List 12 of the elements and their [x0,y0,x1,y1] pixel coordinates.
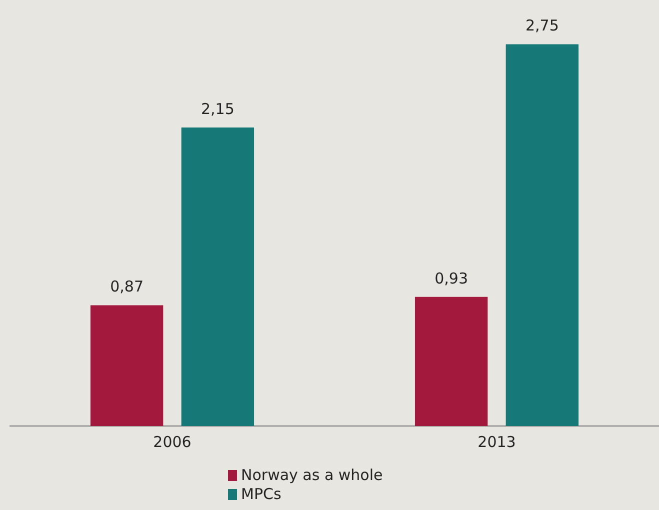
x-tick-label: 2006 [153,432,192,451]
data-label: 0,93 [434,269,468,288]
data-label: 0,87 [110,278,144,296]
bar [90,305,164,426]
data-label: 2,15 [200,100,234,118]
legend-label: MPCs [241,485,282,504]
bar [181,128,254,426]
x-tick-label: 2013 [478,432,516,451]
legend-label: Norway as a whole [241,466,383,485]
bar [414,296,488,426]
bar [506,44,579,426]
data-label: 2,75 [525,16,559,35]
